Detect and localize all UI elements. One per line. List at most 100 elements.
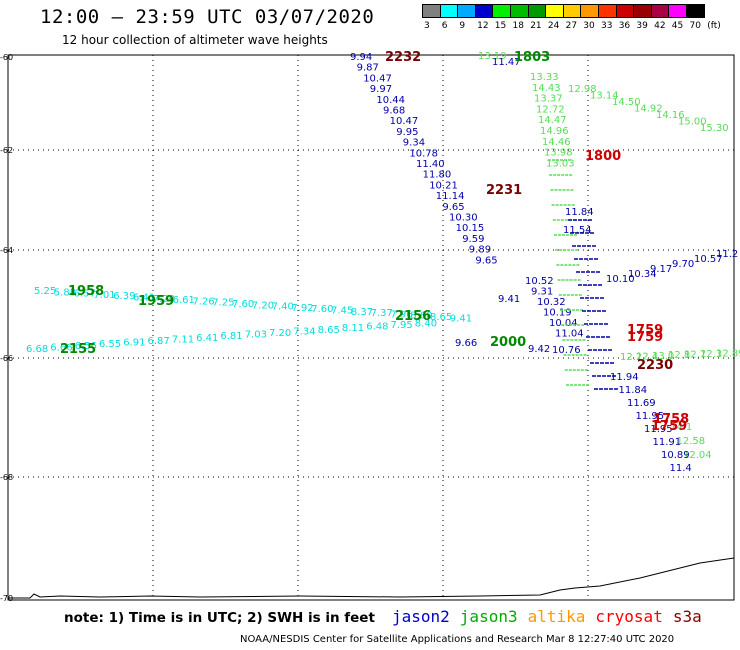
track-value: 6.57 <box>74 289 96 300</box>
track-value: 9.17 <box>650 264 672 275</box>
track-value: 13.37 <box>534 94 563 105</box>
track-time-label: 1959 <box>138 294 174 309</box>
track-value: 9.41 <box>498 294 520 305</box>
color-scale-label: 36 <box>618 21 631 31</box>
track-value: 15.00 <box>678 117 707 128</box>
track-time-label: 2231 <box>486 183 522 198</box>
track-value: 9.31 <box>531 287 553 298</box>
track-value: 7.11 <box>172 334 194 345</box>
latitude-label: -60 <box>0 53 13 62</box>
latitude-label: -70 <box>0 594 13 603</box>
color-scale-label: 9 <box>459 21 466 31</box>
track-value: 10.76 <box>552 345 581 356</box>
track-value: 14.47 <box>538 115 567 126</box>
track-value: 7.34 <box>293 326 315 337</box>
track-value: 11.2 <box>716 249 738 260</box>
track-value: 13.33 <box>530 72 559 83</box>
track-value: 15.30 <box>700 123 729 134</box>
track-value: 6.39 <box>113 291 135 302</box>
track-value: 6.66 <box>50 342 72 353</box>
latitude-label: -64 <box>0 246 13 255</box>
track-value: 6.81 <box>220 331 242 342</box>
track-value: 9.65 <box>475 255 497 266</box>
track-value: 11.40 <box>416 159 445 170</box>
track-value: 9.42 <box>528 344 550 355</box>
page-subtitle: 12 hour collection of altimeter wave hei… <box>62 33 328 47</box>
track-value: 14.96 <box>540 126 569 137</box>
track-value: 6.56 <box>75 341 97 352</box>
track-value: 12.98 <box>568 84 597 95</box>
legend-item-jason2: jason2 <box>392 607 450 626</box>
track-value: 8.40 <box>415 318 437 329</box>
track-time-label: 1759 <box>651 419 687 434</box>
track-time-label: 1759 <box>627 330 663 345</box>
color-scale-label: 27 <box>565 21 578 31</box>
track-value: 11.04 <box>555 329 584 340</box>
track-value: 10.30 <box>449 213 478 224</box>
track-value: 11.4 <box>670 463 692 474</box>
color-scale-label: (ft) <box>707 21 721 31</box>
track-value: 7.45 <box>331 306 353 317</box>
credit-text: NOAA/NESDIS Center for Satellite Applica… <box>240 634 675 645</box>
track-value: 6.48 <box>366 322 388 333</box>
track-value: 7.25 <box>212 298 234 309</box>
track-value: 6.61 <box>173 295 195 306</box>
track-value: 5.25 <box>34 286 56 297</box>
color-scale-label: 15 <box>494 21 507 31</box>
track-value: 12.2 <box>620 352 642 363</box>
track-value: 11.69 <box>627 398 656 409</box>
track-time-label: 2232 <box>385 50 421 65</box>
track-value: 10.47 <box>363 73 392 84</box>
track-value: 11.80 <box>423 170 452 181</box>
track-value: 11.47 <box>492 57 521 68</box>
track-value: 9.97 <box>370 84 392 95</box>
track-value: 11.95 <box>636 411 665 422</box>
track-value: 7.26 <box>192 296 214 307</box>
track-value: 11.54 <box>563 225 592 236</box>
track-value: 10.52 <box>525 276 554 287</box>
track-value: 12.7 <box>684 350 706 361</box>
legend-item-s3a: s3a <box>672 607 702 626</box>
color-scale-bar <box>422 4 705 18</box>
track-value: 6.41 <box>196 333 218 344</box>
track-value: 10.15 <box>456 223 485 234</box>
track-value: 9.65 <box>442 202 464 213</box>
track-value: 7.20 <box>269 328 291 339</box>
track-value: 14.43 <box>532 83 561 94</box>
track-value: 10.47 <box>390 116 419 127</box>
track-value: 7.92 <box>291 303 313 314</box>
track-value: 12.58 <box>677 436 706 447</box>
color-scale-label: 33 <box>601 21 613 31</box>
track-value: 14.1 <box>670 422 692 433</box>
track-value: 14.16 <box>656 110 685 121</box>
track-value: 10.10 <box>606 274 635 285</box>
color-scale-label: 45 <box>671 21 684 31</box>
wave-height-map: -60-62-64-66-68-70036912159.949.8710.479… <box>0 50 740 603</box>
track-value: 8.37 <box>351 307 373 318</box>
track-value: 10.78 <box>409 148 438 159</box>
track-value: 12.3 <box>700 349 722 360</box>
track-value: 6.55 <box>99 339 121 350</box>
track-value: 8.60 <box>410 311 432 322</box>
track-value: 9.66 <box>455 338 477 349</box>
track-time-label: 2000 <box>490 335 526 350</box>
track-value: 14.50 <box>612 97 641 108</box>
track-value: 12.8 <box>668 350 690 361</box>
track-value: 11.84 <box>619 385 648 396</box>
map-frame <box>7 54 735 601</box>
track-value: 12.89 <box>716 348 740 359</box>
track-value: 7.60 <box>232 299 254 310</box>
track-value: 10.32 <box>537 297 566 308</box>
color-scale-label: 70 <box>689 21 701 31</box>
track-value: 14.46 <box>542 137 571 148</box>
legend-item-cryosat: cryosat <box>595 607 663 626</box>
track-value: 6.87 <box>148 336 170 347</box>
track-value: 9.41 <box>450 313 472 324</box>
track-value: 7.01 <box>93 290 115 301</box>
track-value: 11.95 <box>644 424 673 435</box>
color-scale-label: 24 <box>547 21 560 31</box>
track-value: 11.84 <box>565 207 594 218</box>
track-value: 9.89 <box>469 245 491 256</box>
track-value: 9.34 <box>403 138 425 149</box>
track-value: 7.03 <box>245 330 267 341</box>
